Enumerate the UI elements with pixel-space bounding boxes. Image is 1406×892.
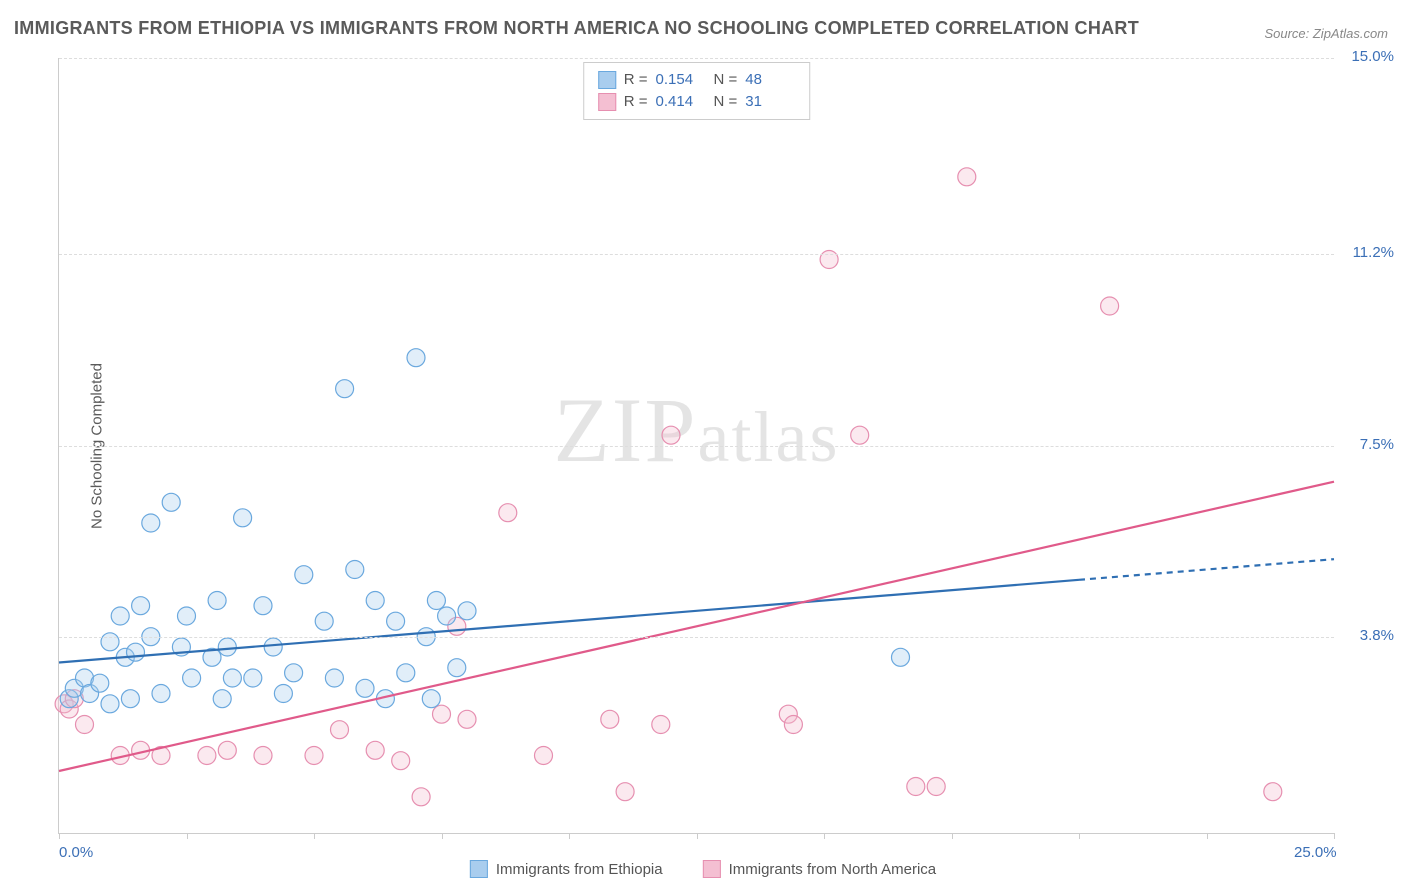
legend-label-northamerica: Immigrants from North America bbox=[729, 861, 937, 878]
legend-stats-box: R = 0.154 N = 48 R = 0.414 N = 31 bbox=[583, 62, 811, 120]
legend-swatch-northamerica bbox=[598, 93, 616, 111]
y-tick-label: 7.5% bbox=[1360, 436, 1394, 453]
legend-swatch-northamerica-icon bbox=[703, 860, 721, 878]
n-value-ethiopia: 48 bbox=[745, 69, 795, 91]
legend-label-ethiopia: Immigrants from Ethiopia bbox=[496, 861, 663, 878]
r-label: R = bbox=[624, 91, 648, 113]
y-tick-label: 11.2% bbox=[1353, 244, 1394, 261]
legend-stats-row-1: R = 0.414 N = 31 bbox=[598, 91, 796, 113]
n-label: N = bbox=[714, 69, 738, 91]
chart-title: IMMIGRANTS FROM ETHIOPIA VS IMMIGRANTS F… bbox=[14, 18, 1139, 39]
legend-item-ethiopia: Immigrants from Ethiopia bbox=[470, 860, 663, 878]
legend-swatch-ethiopia-icon bbox=[470, 860, 488, 878]
y-tick-label: 15.0% bbox=[1351, 48, 1394, 65]
legend-bottom: Immigrants from Ethiopia Immigrants from… bbox=[470, 860, 936, 878]
y-tick-label: 3.8% bbox=[1360, 627, 1394, 644]
chart-plot-area: ZIPatlas R = 0.154 N = 48 R = 0.414 N = … bbox=[58, 58, 1334, 834]
n-label: N = bbox=[714, 91, 738, 113]
r-value-ethiopia: 0.154 bbox=[656, 69, 706, 91]
source-label: Source: ZipAtlas.com bbox=[1264, 26, 1388, 41]
x-tick-label: 0.0% bbox=[59, 844, 93, 861]
x-tick-label: 25.0% bbox=[1294, 844, 1337, 861]
n-value-northamerica: 31 bbox=[745, 91, 795, 113]
legend-stats-row-0: R = 0.154 N = 48 bbox=[598, 69, 796, 91]
r-label: R = bbox=[624, 69, 648, 91]
legend-item-northamerica: Immigrants from North America bbox=[703, 860, 937, 878]
r-value-northamerica: 0.414 bbox=[656, 91, 706, 113]
legend-swatch-ethiopia bbox=[598, 71, 616, 89]
